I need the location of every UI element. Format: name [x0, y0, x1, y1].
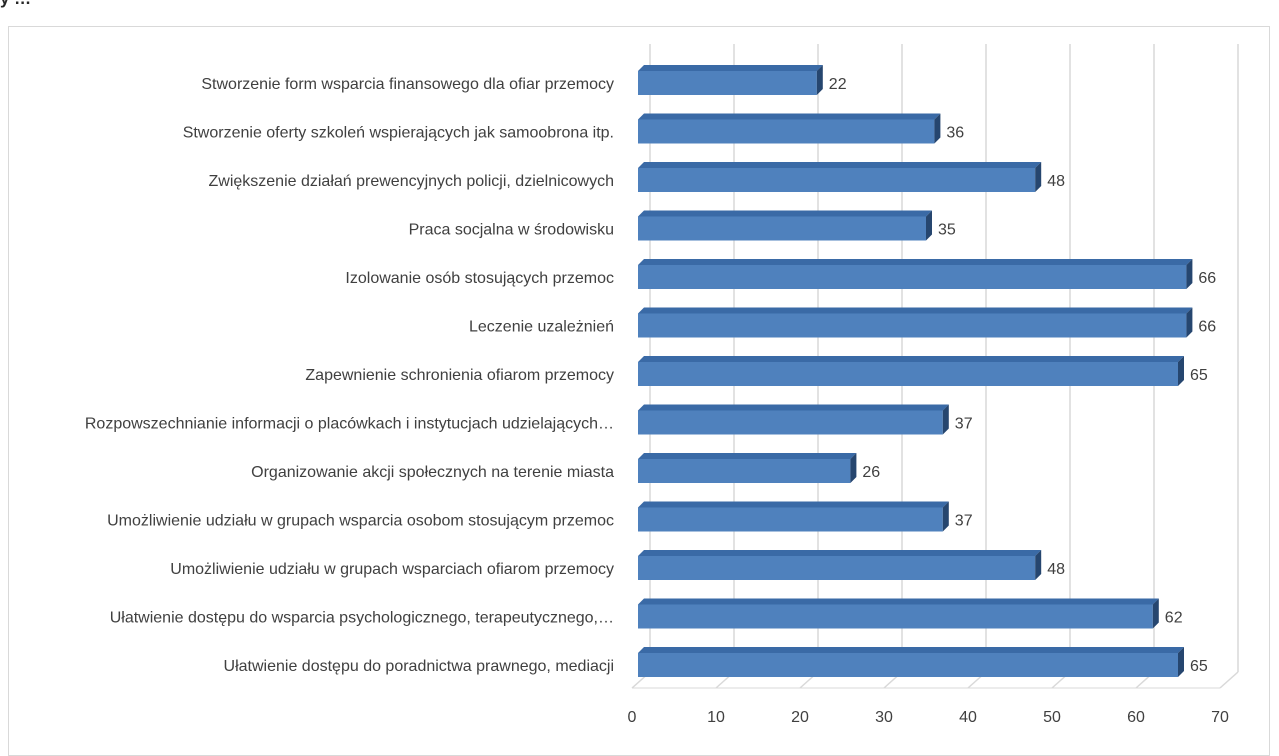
- data-label: 48: [1047, 561, 1065, 578]
- category-label: Zapewnienie schronienia ofiarom przemocy: [305, 367, 614, 384]
- category-label: Stworzenie oferty szkoleń wspierających …: [183, 125, 614, 142]
- data-label: 35: [938, 222, 956, 239]
- bar-top-face: [638, 210, 932, 217]
- bar: [638, 265, 1187, 289]
- data-label: 66: [1198, 319, 1216, 336]
- bar-side-face: [942, 404, 949, 435]
- bar-top-face: [638, 259, 1193, 265]
- data-label: 65: [1190, 367, 1208, 384]
- bar-top-face: [638, 162, 1042, 168]
- bar-top-face: [638, 453, 857, 459]
- floor-gridline: [1219, 671, 1239, 689]
- bar: [638, 216, 926, 241]
- bar-side-face: [1186, 259, 1193, 289]
- bar: [638, 362, 1178, 386]
- data-label: 36: [946, 125, 964, 142]
- bar-side-face: [816, 65, 823, 95]
- category-label: Zwiększenie działań prewencyjnych policj…: [208, 173, 614, 190]
- category-label: Rozpowszechnianie informacji o placówkac…: [85, 416, 614, 433]
- data-label: 65: [1190, 658, 1208, 675]
- category-label: Izolowanie osób stosujących przemoc: [345, 270, 614, 287]
- bar-side-face: [1152, 598, 1159, 629]
- category-label: Ułatwienie dostępu do wsparcia psycholog…: [110, 610, 614, 627]
- bar: [638, 168, 1036, 192]
- bar: [638, 507, 943, 532]
- bar-top-face: [638, 113, 941, 120]
- bar: [638, 119, 935, 144]
- bar-side-face: [942, 501, 949, 532]
- data-label: 26: [862, 464, 880, 481]
- chart-caption: y …: [0, 0, 31, 9]
- bar-side-face: [1035, 162, 1042, 192]
- bar-top-face: [638, 356, 1184, 362]
- bar-top-face: [638, 598, 1159, 605]
- x-tick-label: 20: [791, 709, 809, 726]
- bar-top-face: [638, 307, 1193, 314]
- category-label: Organizowanie akcji społecznych na teren…: [251, 464, 614, 481]
- category-label: Praca socjalna w środowisku: [409, 222, 614, 239]
- x-tick-label: 40: [959, 709, 977, 726]
- bar-top-face: [638, 501, 949, 508]
- bar-top-face: [638, 550, 1042, 556]
- bar-top-face: [638, 65, 823, 71]
- bar: [638, 556, 1036, 580]
- data-label: 37: [955, 416, 973, 433]
- x-tick-label: 10: [707, 709, 725, 726]
- bar: [638, 410, 943, 435]
- category-label: Leczenie uzależnień: [469, 319, 614, 336]
- bar-side-face: [850, 453, 857, 483]
- bar-side-face: [1186, 307, 1193, 338]
- category-label: Stworzenie form wsparcia finansowego dla…: [201, 76, 614, 93]
- bar: [638, 459, 851, 483]
- data-label: 37: [955, 513, 973, 530]
- bar-top-face: [638, 404, 949, 411]
- bar-side-face: [934, 113, 941, 144]
- bar: [638, 604, 1153, 629]
- bar-side-face: [926, 210, 932, 241]
- x-tick-label: 70: [1211, 709, 1229, 726]
- data-label: 22: [829, 76, 847, 93]
- x-tick-label: 0: [628, 709, 637, 726]
- category-label: Umożliwienie udziału w grupach wsparciac…: [170, 561, 614, 578]
- data-label: 62: [1165, 610, 1183, 627]
- category-label: Umożliwienie udziału w grupach wsparcia …: [107, 513, 614, 530]
- bar: [638, 313, 1187, 338]
- bar: [638, 653, 1178, 677]
- x-tick-label: 60: [1127, 709, 1145, 726]
- x-tick-label: 30: [875, 709, 893, 726]
- bar-side-face: [1178, 647, 1184, 677]
- bar: [638, 71, 817, 95]
- x-tick-label: 50: [1043, 709, 1061, 726]
- bar-top-face: [638, 647, 1184, 653]
- bar-side-face: [1035, 550, 1042, 580]
- category-label: Ułatwienie dostępu do poradnictwa prawne…: [224, 658, 614, 675]
- data-label: 48: [1047, 173, 1065, 190]
- bar-side-face: [1178, 356, 1184, 386]
- data-label: 66: [1198, 270, 1216, 287]
